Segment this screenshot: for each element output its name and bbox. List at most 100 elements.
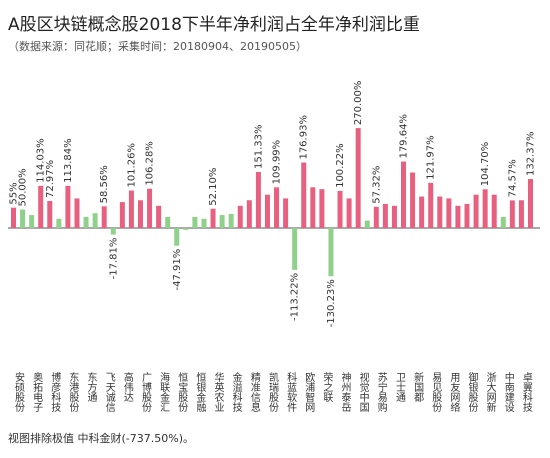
x-tick-label: 广博股份 bbox=[139, 372, 151, 413]
bar bbox=[310, 187, 316, 228]
bar bbox=[137, 200, 143, 228]
bar bbox=[47, 201, 53, 228]
x-tick-label: 易见股份 bbox=[430, 372, 442, 413]
bar bbox=[292, 228, 298, 270]
value-label: -47.91% bbox=[172, 249, 183, 291]
x-tick-label: 神州泰岳 bbox=[339, 371, 351, 413]
bar bbox=[219, 215, 225, 228]
value-label: 50.00% bbox=[18, 168, 29, 206]
value-label: 100.22% bbox=[335, 143, 346, 188]
bar bbox=[328, 228, 334, 277]
value-label: 151.33% bbox=[253, 125, 264, 170]
bar bbox=[74, 198, 80, 228]
x-tick-label: 卓翼科技 bbox=[520, 372, 532, 413]
bar bbox=[355, 128, 361, 228]
bar bbox=[382, 203, 388, 228]
bar bbox=[410, 172, 416, 228]
bar bbox=[11, 207, 16, 228]
bar bbox=[473, 194, 479, 228]
x-tick-label: 荣之联 bbox=[321, 372, 333, 403]
value-label: 72.97% bbox=[45, 160, 56, 198]
x-tick-label: 凯瑞股份 bbox=[266, 371, 278, 413]
bar bbox=[65, 185, 71, 228]
bar bbox=[274, 187, 280, 228]
value-label: 109.99% bbox=[272, 140, 283, 185]
x-tick-label: 安硕股份 bbox=[13, 371, 25, 413]
value-label: 114.03% bbox=[36, 138, 47, 183]
x-tick-label: 中南建设 bbox=[502, 371, 514, 413]
x-tick-label: 用友网络 bbox=[448, 372, 460, 413]
bar bbox=[110, 228, 116, 235]
bar bbox=[83, 216, 89, 228]
x-tick-label: 浙大网新 bbox=[484, 372, 496, 413]
x-tick-label: 视觉中国 bbox=[357, 371, 369, 413]
value-label: 57.32% bbox=[371, 166, 382, 204]
x-tick-label: 御银股份 bbox=[466, 371, 478, 413]
value-label: 106.28% bbox=[145, 141, 156, 186]
bar bbox=[210, 208, 216, 228]
x-tick-label: 恒银金融 bbox=[194, 371, 206, 413]
x-tick-label: 苏宁易购 bbox=[375, 371, 387, 413]
x-tick-label: 飞天诚信 bbox=[103, 372, 115, 413]
bar bbox=[428, 182, 434, 228]
bar bbox=[165, 216, 171, 228]
value-label: 104.70% bbox=[480, 142, 491, 187]
footnote: 视图排除极值 中科金财(-737.50%)。 bbox=[8, 431, 194, 445]
x-tick-label: 高伟达 bbox=[121, 371, 133, 402]
bar bbox=[246, 200, 252, 228]
bar bbox=[364, 220, 370, 228]
chart-subtitle: （数据来源：同花顺；采集时间：20180904、20190505） bbox=[8, 39, 307, 53]
value-label: 58.56% bbox=[99, 165, 110, 203]
bar bbox=[527, 179, 533, 228]
bar bbox=[156, 205, 162, 228]
bar bbox=[119, 202, 125, 228]
bar bbox=[29, 215, 35, 228]
chart-title: A股区块链概念股2018下半年净利润占全年净利润比重 bbox=[8, 14, 420, 35]
bar bbox=[283, 198, 289, 228]
value-label: -130.23% bbox=[326, 279, 337, 327]
value-label: 270.00% bbox=[353, 81, 364, 126]
x-tick-label: 海联金汇 bbox=[158, 371, 170, 413]
value-label: -113.22% bbox=[290, 273, 301, 321]
bar bbox=[455, 205, 461, 228]
value-label: 121.97% bbox=[426, 135, 437, 180]
bar bbox=[337, 190, 343, 228]
value-label: 55% bbox=[9, 182, 20, 204]
x-tick-label: 欧浦智网 bbox=[303, 372, 315, 413]
x-tick-label: 东方通 bbox=[85, 371, 97, 402]
bar bbox=[20, 209, 26, 228]
value-label: 113.84% bbox=[63, 138, 74, 183]
value-label: 179.64% bbox=[399, 114, 410, 159]
bar bbox=[264, 194, 270, 228]
x-tick-label: 科蓝软件 bbox=[285, 371, 297, 413]
bar bbox=[391, 205, 397, 228]
bar bbox=[147, 188, 153, 228]
bar bbox=[174, 228, 180, 246]
bar bbox=[183, 228, 189, 230]
value-label: 176.93% bbox=[299, 115, 310, 160]
bar bbox=[446, 198, 452, 228]
x-tick-label: 华英农业 bbox=[212, 371, 224, 412]
bar bbox=[56, 218, 62, 228]
bar bbox=[518, 200, 524, 228]
x-tick-label: 精准信息 bbox=[248, 371, 260, 412]
x-tick-label: 奥拓电子 bbox=[31, 371, 43, 412]
bar bbox=[373, 206, 379, 228]
bar bbox=[319, 189, 325, 228]
bar bbox=[464, 203, 470, 228]
bar bbox=[509, 200, 515, 228]
bar bbox=[255, 172, 261, 228]
bar bbox=[401, 161, 407, 228]
bar bbox=[228, 213, 234, 228]
bar bbox=[482, 189, 488, 228]
x-tick-label: 博彦科技 bbox=[49, 371, 61, 413]
bar bbox=[301, 162, 307, 228]
bar bbox=[419, 196, 425, 228]
bar bbox=[346, 198, 352, 228]
bar bbox=[101, 206, 107, 228]
bar bbox=[192, 216, 198, 228]
value-label: 101.26% bbox=[126, 143, 137, 188]
bar bbox=[237, 205, 243, 228]
bar bbox=[491, 194, 497, 228]
